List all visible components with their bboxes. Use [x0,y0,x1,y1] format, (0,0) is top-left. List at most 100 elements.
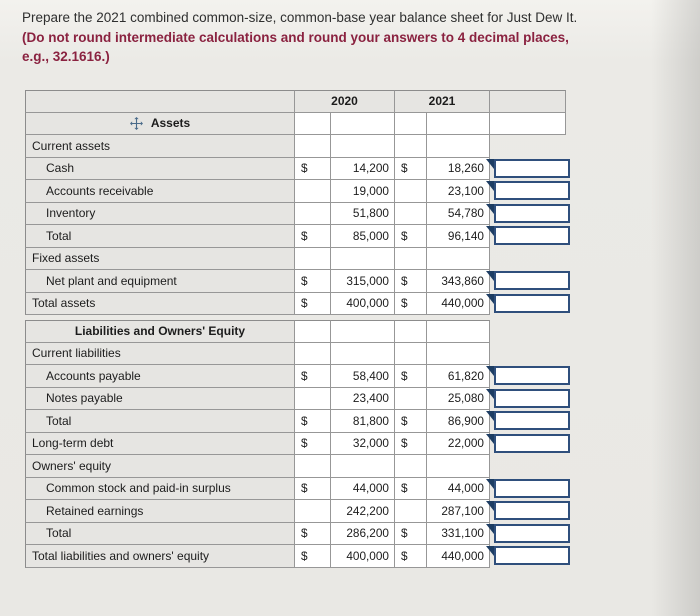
answer-cell-cash [486,158,570,181]
dollar-2020-total: $ [295,410,331,433]
amount-2020-notes-payable: 23,400 [331,387,395,410]
dollar-2020-retained-earnings [295,500,331,523]
answer-input-total[interactable] [494,411,570,430]
answer-input-cash[interactable] [494,158,570,178]
amount-2020-total-assets: 400,000 [331,292,395,315]
answer-cell-accounts-payable [486,365,570,388]
empty-amount-2021 [427,455,490,478]
amount-2021-total: 96,140 [427,225,490,248]
row-label-long-term-debt: Long-term debt [25,432,295,455]
row-label-cash: Cash [25,157,295,180]
answer-input-total[interactable] [494,523,570,543]
dollar-2021-cash: $ [395,157,427,180]
empty-amount-2020 [331,320,395,343]
dollar-2021-total: $ [395,410,427,433]
row-label-inventory: Inventory [25,202,295,225]
amount-2021-total: 331,100 [427,522,490,545]
answer-marker-icon [486,271,494,281]
amount-2021-cash: 18,260 [427,157,490,180]
row-label-net-plant-and-equipment: Net plant and equipment [25,270,295,293]
answer-input-retained-earnings[interactable] [494,501,570,520]
answer-cell-total-liabilities-and-owners-equity [486,545,570,568]
answer-marker-icon [486,226,494,236]
answer-input-net-plant-and-equipment[interactable] [494,271,570,290]
balance-sheet-liabilities-block: Liabilities and Owners' Equity Current li… [25,320,570,568]
amount-2020-total: 81,800 [331,410,395,433]
dollar-2020-inventory [295,202,331,225]
dollar-2020-accounts-receivable [295,180,331,203]
answer-input-accounts-payable[interactable] [494,366,570,385]
amount-2020-total: 85,000 [331,225,395,248]
empty-amount-2020 [331,112,395,135]
amount-2020-cash: 14,200 [331,157,395,180]
empty-dollar-2020 [295,135,331,158]
empty-amount-2020 [331,135,395,158]
answer-input-total-liabilities-and-owners-equity[interactable] [494,546,570,565]
answer-marker-icon [486,411,494,421]
answer-input-common-stock-and-paid-in-surplus[interactable] [494,478,570,498]
instruction-rounding-note: (Do not round intermediate calculations … [22,29,569,65]
answer-cell-empty [490,112,566,135]
row-label-owners-equity: Owners' equity [25,455,295,478]
row-label-liabilities-and-owners-equity: Liabilities and Owners' Equity [25,320,295,343]
amount-2021-notes-payable: 25,080 [427,387,490,410]
answer-marker-icon [486,366,494,376]
amount-2021-accounts-payable: 61,820 [427,365,490,388]
answer-input-total-assets[interactable] [494,293,570,313]
answer-cell-long-term-debt [486,433,570,456]
amount-2020-accounts-receivable: 19,000 [331,180,395,203]
empty-dollar-2021 [395,112,427,135]
empty-dollar-2021 [395,247,427,270]
answer-input-accounts-receivable[interactable] [494,181,570,200]
amount-2020-total: 286,200 [331,522,395,545]
row-label-total-assets: Total assets [25,292,295,315]
assets-header-cell: Assets [25,112,295,135]
empty-amount-2020 [331,247,395,270]
amount-2021-inventory: 54,780 [427,202,490,225]
empty-amount-2021 [427,247,490,270]
amount-2020-accounts-payable: 58,400 [331,365,395,388]
dollar-2021-inventory [395,202,427,225]
column-header-2020: 2020 [295,90,395,113]
empty-amount-2021 [427,135,490,158]
answer-marker-icon [486,181,494,191]
amount-2021-net-plant-and-equipment: 343,860 [427,270,490,293]
answer-input-long-term-debt[interactable] [494,433,570,453]
dollar-2020-total-assets: $ [295,292,331,315]
dollar-2021-total: $ [395,522,427,545]
answer-cell-none [490,455,566,478]
empty-dollar-2020 [295,320,331,343]
amount-2020-net-plant-and-equipment: 315,000 [331,270,395,293]
answer-cell-accounts-receivable [486,180,570,203]
dollar-2021-retained-earnings [395,500,427,523]
empty-dollar-2021 [395,320,427,343]
empty-dollar-2020 [295,455,331,478]
answer-marker-icon [486,523,494,534]
answer-cell-total-assets [486,293,570,316]
answer-input-notes-payable[interactable] [494,388,570,408]
dollar-2021-accounts-payable: $ [395,365,427,388]
amount-2021-total-liabilities-and-owners-equity: 440,000 [427,545,490,568]
answer-marker-icon [486,546,494,556]
row-label-current-assets: Current assets [25,135,295,158]
dollar-2021-common-stock-and-paid-in-surplus: $ [395,477,427,500]
instruction-text: Prepare the 2021 combined common-size, c… [22,8,597,67]
amount-2020-retained-earnings: 242,200 [331,500,395,523]
answer-input-inventory[interactable] [494,203,570,223]
amount-2020-long-term-debt: 32,000 [331,432,395,455]
dollar-2020-cash: $ [295,157,331,180]
answer-cell-none [490,343,566,366]
move-icon[interactable] [129,116,143,130]
empty-dollar-2020 [295,247,331,270]
dollar-2021-accounts-receivable [395,180,427,203]
amount-2020-inventory: 51,800 [331,202,395,225]
row-label-accounts-payable: Accounts payable [25,365,295,388]
answer-cell-total [486,410,570,433]
column-header-answer [490,90,566,113]
answer-input-total[interactable] [494,226,570,245]
instruction-normal: Prepare the 2021 combined common-size, c… [22,10,578,25]
dollar-2021-total-liabilities-and-owners-equity: $ [395,545,427,568]
answer-marker-icon [486,478,494,489]
empty-dollar-2021 [395,455,427,478]
balance-sheet-assets-block: 2020 2021 Assets Current assets Cash $14,200 $… [25,90,570,316]
